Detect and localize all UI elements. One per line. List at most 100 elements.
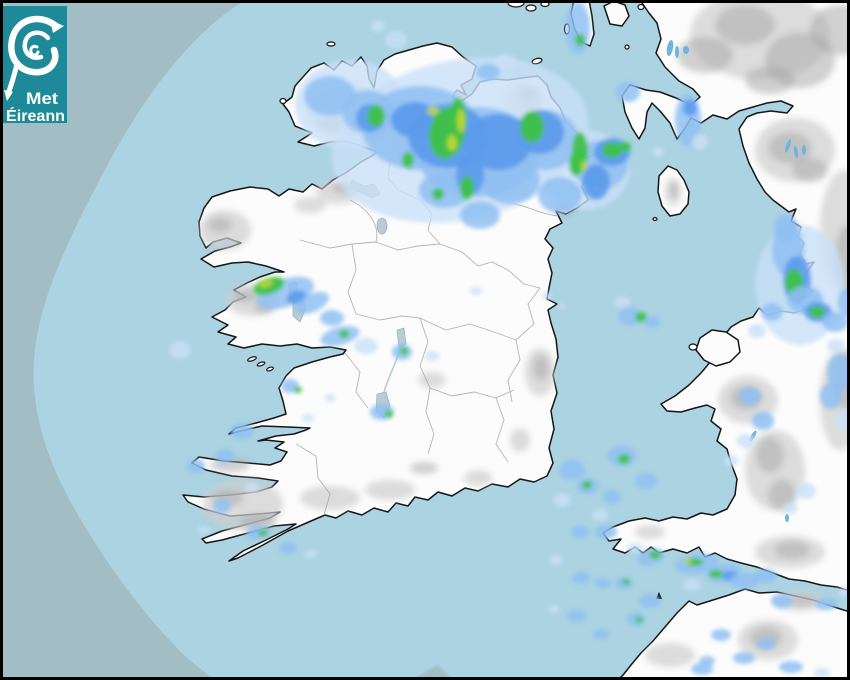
rain-cell	[729, 573, 759, 589]
rain-cell	[616, 82, 640, 102]
rain-cell	[752, 412, 774, 430]
rain-cell	[652, 147, 664, 157]
jura-islet	[525, 4, 537, 12]
terrain-shade	[365, 480, 415, 500]
county-boundary	[507, 269, 541, 289]
rain-cell	[809, 306, 825, 318]
rain-cell	[425, 351, 439, 361]
county-boundary	[299, 239, 377, 249]
logo-text-met: Met	[26, 89, 58, 108]
rain-cell	[820, 383, 842, 409]
rain-cell	[753, 569, 777, 583]
rain-cell	[635, 473, 657, 489]
rain-cell	[796, 483, 816, 499]
rain-cell	[814, 668, 830, 678]
rain-cell	[827, 339, 845, 353]
terrain-shade	[670, 182, 678, 198]
rain-cell	[836, 409, 850, 431]
welsh-lake	[785, 514, 789, 522]
rain-cell	[771, 594, 793, 608]
rain-cell	[279, 542, 297, 554]
county-boundary	[355, 313, 421, 321]
rain-cell	[683, 100, 697, 116]
rain-cell	[320, 310, 344, 326]
lough-ree	[396, 327, 407, 349]
rain-cell	[595, 525, 617, 539]
met-eireann-swirl-icon	[4, 15, 64, 101]
terrain-shade	[774, 541, 810, 559]
rain-cell	[542, 292, 552, 300]
rain-cell	[245, 483, 259, 493]
county-boundary	[347, 243, 357, 315]
terrain-shade	[418, 372, 446, 388]
rain-cell	[402, 152, 414, 168]
rain-cell	[595, 578, 611, 588]
county-boundary	[375, 241, 441, 251]
scottish-loch	[683, 46, 689, 54]
terrain-shade	[208, 217, 232, 233]
rain-cell	[230, 423, 254, 439]
rain-cell	[339, 330, 349, 338]
rain-cell	[692, 134, 708, 150]
rain-cell	[709, 570, 723, 578]
rain-cell	[385, 410, 393, 418]
county-boundary	[419, 317, 431, 389]
logo-text-eireann: Éireann	[6, 106, 65, 125]
rain-cell	[447, 135, 457, 151]
rain-cell	[827, 354, 850, 390]
rain-cell	[683, 579, 701, 591]
county-boundary	[344, 352, 369, 409]
rain-cell	[367, 105, 385, 127]
county-boundary	[295, 443, 331, 516]
terrain-shade	[300, 486, 360, 510]
rain-cell	[761, 303, 783, 321]
rain-cell	[627, 543, 643, 553]
sea-outside-radar-notch	[415, 665, 452, 678]
lake-district-lake	[793, 146, 799, 158]
rain-cell	[427, 107, 439, 115]
rain-cell	[699, 656, 715, 666]
terrain-shade	[768, 132, 812, 164]
scottish-loch	[675, 46, 679, 58]
rain-cell	[779, 661, 803, 673]
met-eireann-logo: Met Éireann	[3, 6, 67, 125]
calf-of-man	[652, 216, 658, 222]
rain-cell	[582, 481, 592, 489]
rain-cell	[581, 161, 587, 171]
rain-cell	[602, 142, 622, 158]
terrain-shade	[745, 66, 795, 94]
rain-cell	[549, 555, 563, 565]
rain-cell	[757, 638, 775, 650]
rain-cell	[639, 594, 661, 608]
rain-cell	[553, 493, 571, 507]
rain-cell	[635, 617, 643, 623]
terrain-shade	[645, 643, 695, 667]
ailsa-craig	[624, 44, 630, 50]
terrain-shade	[635, 525, 665, 539]
rain-cell	[559, 460, 585, 480]
rain-cell	[691, 663, 713, 675]
rain-cell	[457, 109, 465, 133]
rain-cell	[572, 572, 590, 584]
rain-cell	[213, 499, 231, 513]
rain-cell	[774, 214, 798, 242]
scottish-loch	[666, 40, 674, 56]
anglesey-island	[695, 329, 741, 367]
terrain-shade	[677, 37, 733, 73]
rain-cell	[575, 34, 585, 46]
aran-island-donegal	[279, 97, 287, 105]
rain-cell	[783, 502, 797, 514]
terrain-shade	[510, 428, 530, 452]
aran-islands	[256, 361, 266, 367]
rain-cell	[571, 526, 589, 538]
rain-cell	[618, 454, 630, 464]
county-boundary	[439, 243, 509, 271]
rain-cell	[259, 280, 273, 288]
rain-cell	[815, 598, 837, 610]
rain-cell	[548, 605, 560, 613]
rain-cell	[432, 188, 444, 200]
rain-cell	[476, 64, 500, 80]
rain-cell	[286, 290, 306, 304]
